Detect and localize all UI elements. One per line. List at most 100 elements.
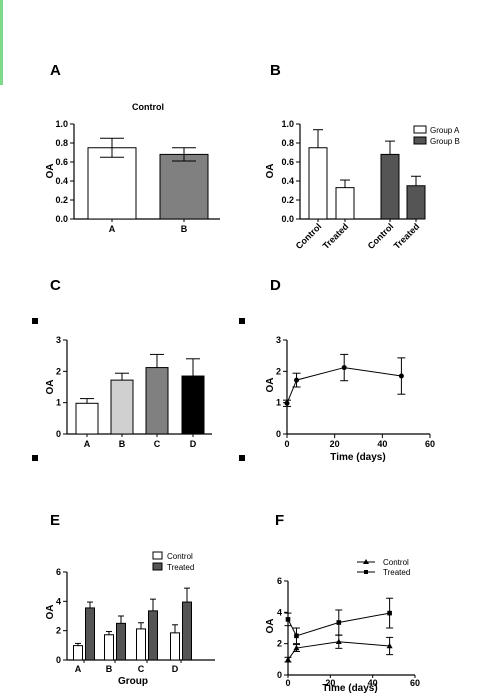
y-axis-label: OA bbox=[45, 380, 56, 395]
x-axis-label: Group bbox=[118, 676, 148, 687]
x-tick-label: 40 bbox=[368, 678, 378, 688]
data-point bbox=[341, 365, 347, 371]
y-tick-label: 2 bbox=[276, 366, 281, 376]
y-tick-label: 0 bbox=[56, 429, 61, 439]
x-tick-label: B bbox=[106, 664, 113, 674]
panel-label-e: E bbox=[50, 512, 60, 529]
bar-control bbox=[104, 634, 114, 661]
data-point-square bbox=[285, 617, 291, 622]
y-tick-label: 0 bbox=[276, 429, 281, 439]
legend-label: Control bbox=[167, 552, 193, 561]
legend-swatch bbox=[413, 125, 427, 134]
panel-label-b: B bbox=[270, 62, 281, 79]
legend-swatch bbox=[413, 136, 427, 145]
panel-label-d: D bbox=[270, 277, 281, 294]
legend-label: Treated bbox=[167, 563, 194, 572]
bar bbox=[110, 379, 134, 435]
y-tick-label: 0 bbox=[56, 655, 61, 665]
series-line-control bbox=[287, 641, 390, 660]
y-tick-label: 0 bbox=[277, 670, 282, 680]
x-tick-label: C bbox=[154, 439, 161, 449]
y-tick-label: 4 bbox=[277, 607, 282, 617]
y-tick-label: 6 bbox=[56, 567, 61, 577]
x-axis-label: Time (days) bbox=[330, 452, 385, 463]
bar bbox=[145, 367, 169, 435]
y-tick-label: 6 bbox=[277, 576, 282, 586]
chart-title: Control bbox=[132, 102, 164, 112]
x-tick-label: C bbox=[138, 664, 145, 674]
y-tick-label: 1 bbox=[56, 398, 61, 408]
data-point-triangle bbox=[285, 656, 291, 662]
y-tick-label: 0.4 bbox=[55, 176, 68, 186]
x-tick-label: Control bbox=[294, 221, 324, 251]
x-tick-label: 0 bbox=[285, 678, 290, 688]
y-tick-label: 2 bbox=[56, 366, 61, 376]
corner-marker bbox=[239, 455, 245, 461]
y-tick-label: 1.0 bbox=[55, 119, 68, 129]
bar bbox=[380, 153, 400, 220]
y-tick-label: 0.2 bbox=[281, 195, 294, 205]
y-tick-label: 0.6 bbox=[55, 157, 68, 167]
legend-swatch bbox=[152, 562, 163, 571]
bar-control bbox=[73, 645, 83, 661]
panel-label-f: F bbox=[275, 512, 284, 529]
bar bbox=[75, 402, 99, 435]
y-tick-label: 2 bbox=[56, 626, 61, 636]
legend-swatch bbox=[152, 551, 163, 560]
y-tick-label: 1 bbox=[276, 398, 281, 408]
bar-treated bbox=[116, 622, 126, 661]
x-tick-label: Control bbox=[366, 221, 396, 251]
y-tick-label: 0.0 bbox=[281, 214, 294, 224]
y-tick-label: 0.8 bbox=[55, 138, 68, 148]
bar-treated bbox=[85, 607, 95, 661]
x-tick-label: 20 bbox=[330, 439, 340, 449]
y-axis-label: OA bbox=[265, 619, 276, 634]
corner-marker bbox=[32, 455, 38, 461]
y-tick-label: 4 bbox=[56, 596, 61, 606]
x-tick-label: B bbox=[119, 439, 126, 449]
x-tick-label: 0 bbox=[284, 439, 289, 449]
legend-marker-triangle bbox=[363, 559, 369, 564]
y-tick-label: 0.6 bbox=[281, 157, 294, 167]
y-tick-label: 3 bbox=[276, 335, 281, 345]
bar bbox=[159, 153, 209, 220]
bar-treated bbox=[182, 601, 192, 661]
x-tick-label: Treated bbox=[321, 221, 351, 251]
x-axis-label: Time (days) bbox=[322, 683, 377, 694]
bar-control bbox=[136, 628, 146, 661]
corner-marker bbox=[32, 318, 38, 324]
data-point bbox=[398, 373, 404, 379]
data-point-triangle bbox=[335, 638, 342, 644]
bar bbox=[181, 375, 205, 435]
legend-label: Control bbox=[383, 558, 409, 567]
page-edge-bar bbox=[0, 0, 3, 85]
data-point bbox=[294, 377, 300, 383]
data-point-square bbox=[336, 620, 342, 625]
panel-label-a: A bbox=[50, 62, 61, 79]
x-tick-label: A bbox=[109, 224, 116, 234]
y-tick-label: 0.8 bbox=[281, 138, 294, 148]
legend-label: Treated bbox=[383, 568, 410, 577]
x-tick-label: A bbox=[75, 664, 82, 674]
bar bbox=[335, 187, 355, 220]
x-tick-label: 60 bbox=[425, 439, 435, 449]
x-tick-label: D bbox=[190, 439, 197, 449]
y-axis-label: OA bbox=[45, 164, 56, 179]
y-axis-label: OA bbox=[265, 378, 276, 393]
x-tick-label: A bbox=[84, 439, 91, 449]
y-tick-label: 1.0 bbox=[281, 119, 294, 129]
y-axis-label: OA bbox=[45, 605, 56, 620]
y-tick-label: 0.2 bbox=[55, 195, 68, 205]
bar-treated bbox=[148, 610, 158, 661]
corner-marker bbox=[239, 318, 245, 324]
series-line-treated bbox=[287, 612, 390, 637]
panel-label-c: C bbox=[50, 277, 61, 294]
data-point-square bbox=[294, 633, 299, 639]
y-tick-label: 3 bbox=[56, 335, 61, 345]
y-axis-label: OA bbox=[265, 164, 276, 179]
series-line bbox=[286, 367, 402, 404]
x-tick-label: Treated bbox=[392, 221, 422, 251]
legend-marker-square bbox=[364, 570, 368, 574]
x-tick-label: 60 bbox=[410, 678, 420, 688]
